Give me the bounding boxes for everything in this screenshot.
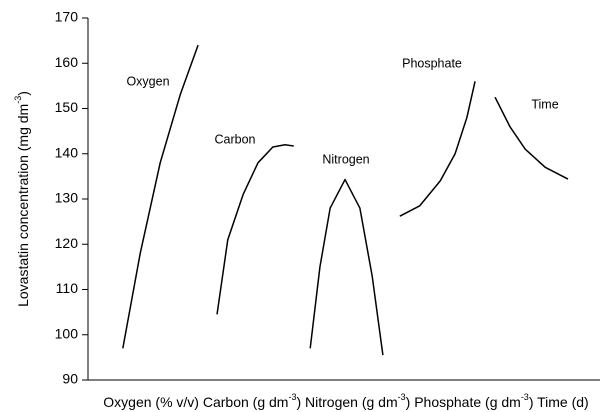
- y-tick-label: 160: [55, 54, 79, 70]
- line: [309, 178, 384, 356]
- label-part: ): [15, 91, 31, 96]
- line: [494, 96, 569, 180]
- x-axis-label: Oxygen (% v/v) Carbon (g dm-3) Nitrogen …: [103, 392, 588, 409]
- series-label: Time: [531, 97, 558, 111]
- series-label: Oxygen: [126, 74, 169, 88]
- superscript: -3: [13, 96, 23, 104]
- y-axis-label: Lovastatin concentration (mg dm-3): [13, 91, 30, 307]
- line: [216, 143, 294, 315]
- line: [399, 81, 476, 217]
- superscript: -3: [288, 392, 296, 402]
- superscript: -3: [398, 392, 406, 402]
- y-tick-label: 170: [55, 9, 79, 25]
- y-tick-label: 130: [55, 190, 79, 206]
- series-label: Nitrogen: [322, 152, 369, 166]
- label-part: ) Time (d): [529, 394, 589, 410]
- line: [122, 44, 199, 349]
- y-tick-label: 150: [55, 99, 79, 115]
- label-part: Lovastatin concentration (mg dm: [15, 104, 31, 307]
- label-part: Oxygen (% v/v) Carbon (g dm: [103, 394, 288, 410]
- y-tick-label: 110: [56, 280, 79, 296]
- y-tick-label: 120: [55, 235, 79, 251]
- series-label: Phosphate: [402, 56, 462, 70]
- label-part: ) Phosphate (g dm: [406, 394, 521, 410]
- y-tick-label: 140: [55, 144, 79, 160]
- superscript: -3: [521, 392, 529, 402]
- y-tick-label: 90: [62, 371, 78, 387]
- y-tick-label: 100: [55, 325, 79, 341]
- label-part: ) Nitrogen (g dm: [296, 394, 397, 410]
- series-label: Carbon: [215, 132, 256, 146]
